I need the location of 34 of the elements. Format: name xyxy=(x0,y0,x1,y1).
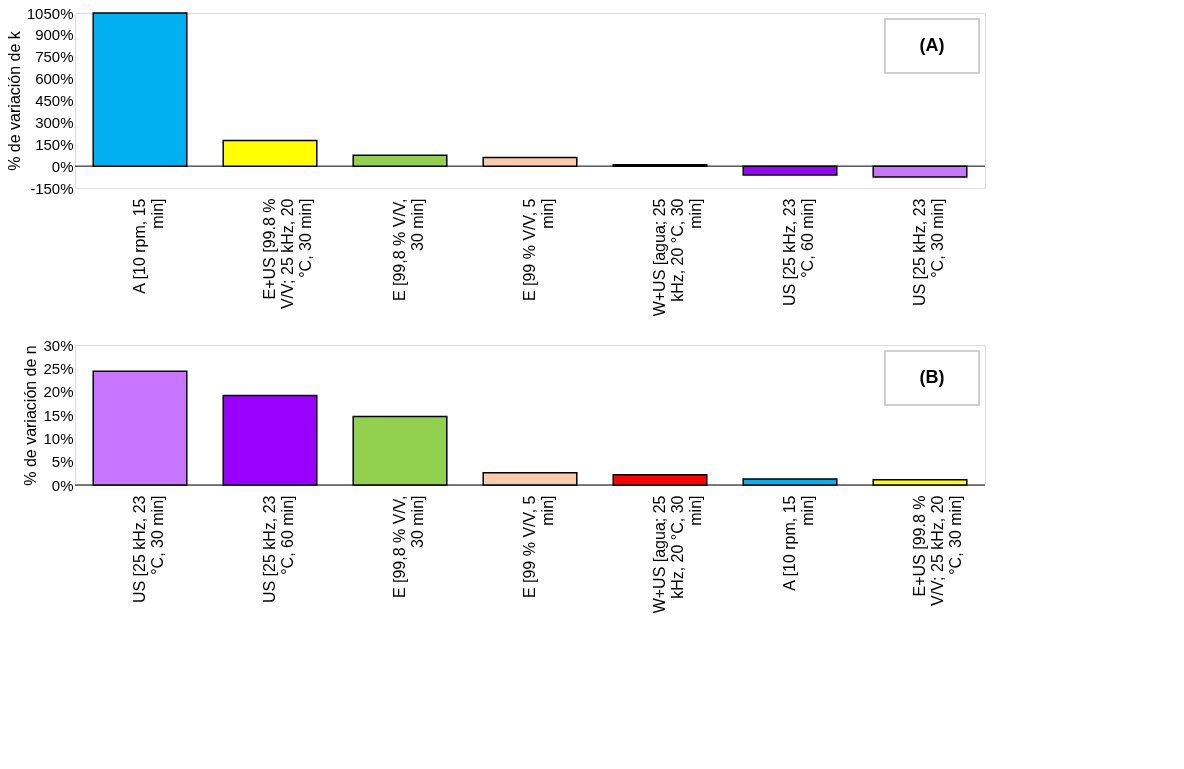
y-tick-label: 20% xyxy=(43,383,74,401)
x-tick-label: US [25 kHz, 23 °C, 30 min] xyxy=(911,198,946,307)
x-tick-label: W+US [agua; 25 kHz, 20 °C, 30 min] xyxy=(651,495,704,614)
y-axis-title: % de variación de k xyxy=(5,30,23,171)
y-tick-label: 0% xyxy=(51,476,74,494)
y-tick-label: 25% xyxy=(43,359,74,377)
x-tick-label: E [99 % V/V, 5 min] xyxy=(521,198,556,302)
annotation: (A) xyxy=(919,35,945,55)
y-tick-label: 300% xyxy=(35,113,74,131)
x-tick-label: E+US [99.8 % V/V; 25 kHz, 20 °C, 30 min] xyxy=(911,495,964,607)
x-tick-label: E [99 % V/V, 5 min] xyxy=(521,495,556,599)
y-tick-label: 150% xyxy=(35,135,74,153)
x-tick-label: E [99,8 % V/V, 30 min] xyxy=(391,495,426,599)
x-tick-label: US [25 kHz, 23 °C, 60 min] xyxy=(781,198,816,307)
x-tick-label: US [25 kHz, 23 °C, 60 min] xyxy=(261,495,296,604)
y-tick-label: 5% xyxy=(51,453,74,471)
y-tick-label: 0% xyxy=(51,157,74,175)
y-tick-label: 900% xyxy=(35,26,74,44)
x-tick-label: E+US [99.8 % V/V; 25 kHz, 20 °C, 30 min] xyxy=(261,198,314,310)
x-tick-label: US [25 kHz, 23 °C, 30 min] xyxy=(131,495,166,604)
annotation: (B) xyxy=(919,367,945,387)
y-tick-label: 750% xyxy=(35,48,74,66)
y-tick-label: 15% xyxy=(43,406,74,424)
y-tick-label: 600% xyxy=(35,70,74,88)
x-tick-label: E [99,8 % V/V, 30 min] xyxy=(391,198,426,302)
y-axis-title: % de variación de n xyxy=(22,345,40,486)
y-tick-label: 450% xyxy=(35,92,74,109)
x-tick-label: A [10 rpm, 15 min] xyxy=(781,495,816,591)
x-tick-label: W+US [agua; 25 kHz, 20 °C, 30 min] xyxy=(651,198,704,317)
y-tick-label: 10% xyxy=(43,429,74,447)
y-tick-label: 1050% xyxy=(26,4,74,22)
y-tick-label: -150% xyxy=(30,179,74,197)
y-tick-label: 30% xyxy=(43,336,74,354)
x-tick-label: A [10 rpm, 15 min] xyxy=(131,198,166,294)
